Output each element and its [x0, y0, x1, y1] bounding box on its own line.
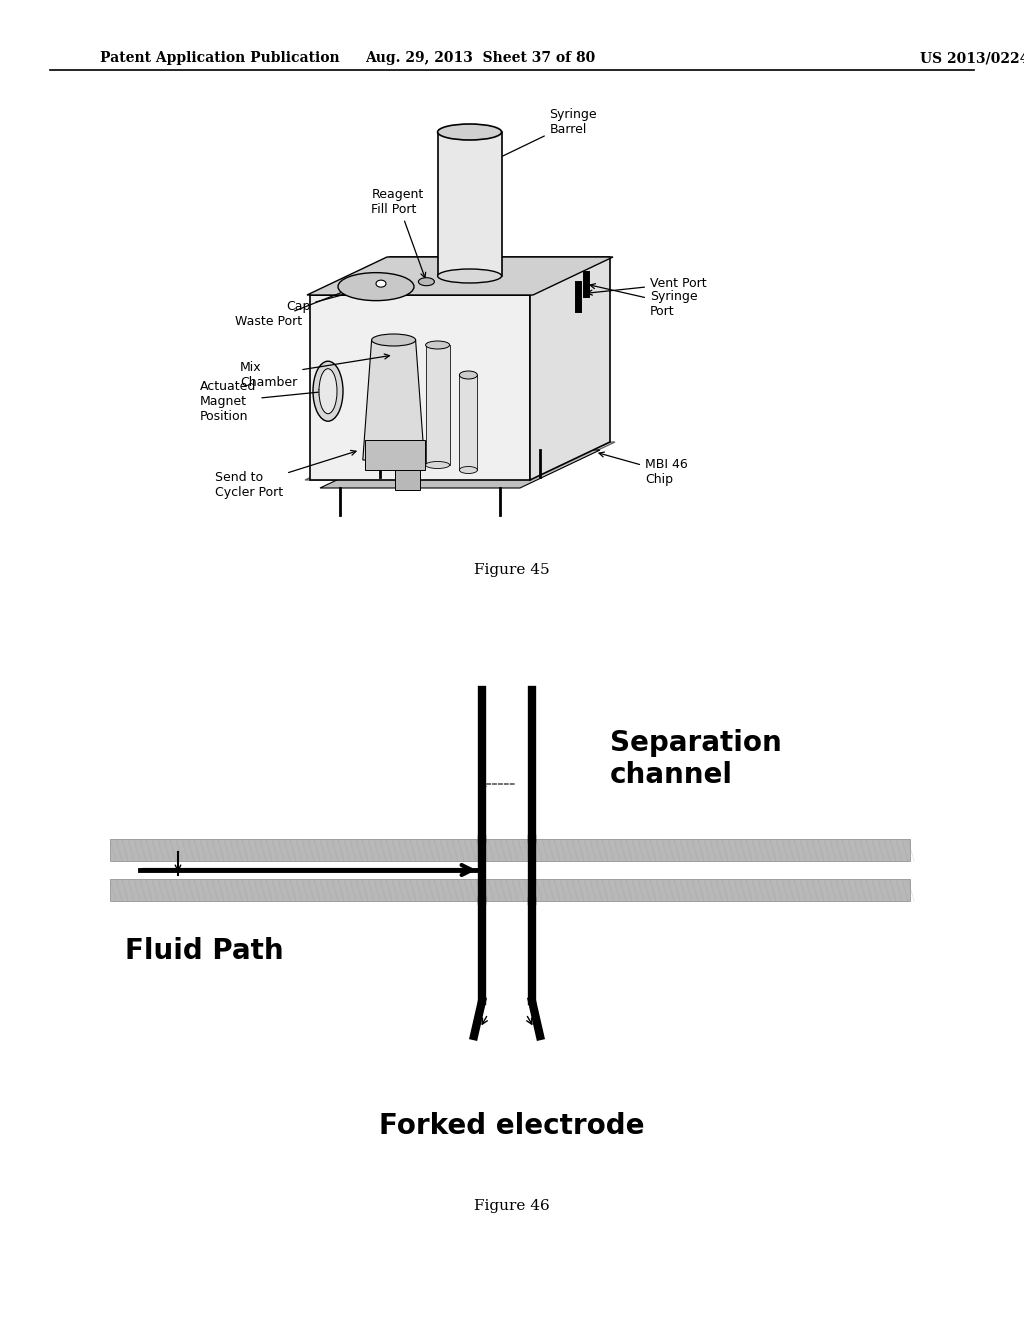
- Bar: [110, 840, 910, 861]
- Bar: [426, 345, 450, 465]
- Bar: [437, 132, 502, 276]
- Text: Fluid Path: Fluid Path: [125, 937, 284, 965]
- Text: Figure 45: Figure 45: [474, 564, 550, 577]
- Text: Aug. 29, 2013  Sheet 37 of 80: Aug. 29, 2013 Sheet 37 of 80: [365, 51, 595, 65]
- Ellipse shape: [419, 277, 434, 285]
- Text: Reagent
Fill Port: Reagent Fill Port: [372, 187, 426, 277]
- Ellipse shape: [460, 371, 477, 379]
- Text: MBI 46
Chip: MBI 46 Chip: [599, 451, 688, 486]
- Text: Waste Port: Waste Port: [234, 290, 346, 327]
- Text: US 2013/0224846 A1: US 2013/0224846 A1: [920, 51, 1024, 65]
- Ellipse shape: [437, 124, 502, 140]
- Bar: [110, 879, 910, 902]
- Text: Send to
Cycler Port: Send to Cycler Port: [215, 450, 356, 499]
- Polygon shape: [310, 294, 530, 480]
- Ellipse shape: [426, 341, 450, 348]
- Text: Separation
channel: Separation channel: [610, 729, 781, 789]
- Polygon shape: [530, 257, 610, 480]
- Text: Cap: Cap: [286, 289, 361, 313]
- Text: Figure 46: Figure 46: [474, 1199, 550, 1213]
- Polygon shape: [319, 450, 600, 488]
- Ellipse shape: [313, 362, 343, 421]
- Ellipse shape: [338, 273, 414, 301]
- Text: Syringe
Port: Syringe Port: [590, 284, 697, 318]
- Bar: [460, 375, 477, 470]
- Ellipse shape: [426, 462, 450, 469]
- Bar: [365, 440, 425, 470]
- Text: Vent Port: Vent Port: [587, 277, 707, 296]
- Polygon shape: [307, 257, 613, 294]
- Bar: [395, 470, 420, 490]
- Text: Syringe
Barrel: Syringe Barrel: [473, 108, 597, 170]
- Text: Actuated
Magnet
Position: Actuated Magnet Position: [200, 380, 324, 422]
- Text: Patent Application Publication: Patent Application Publication: [100, 51, 340, 65]
- Ellipse shape: [437, 269, 502, 282]
- Ellipse shape: [319, 368, 337, 413]
- Polygon shape: [305, 442, 615, 480]
- Text: Forked electrode: Forked electrode: [379, 1111, 645, 1140]
- Ellipse shape: [460, 466, 477, 474]
- Ellipse shape: [372, 334, 416, 346]
- Text: Mix
Chamber: Mix Chamber: [240, 354, 389, 389]
- Polygon shape: [362, 341, 424, 459]
- Ellipse shape: [376, 280, 386, 288]
- Polygon shape: [310, 257, 610, 294]
